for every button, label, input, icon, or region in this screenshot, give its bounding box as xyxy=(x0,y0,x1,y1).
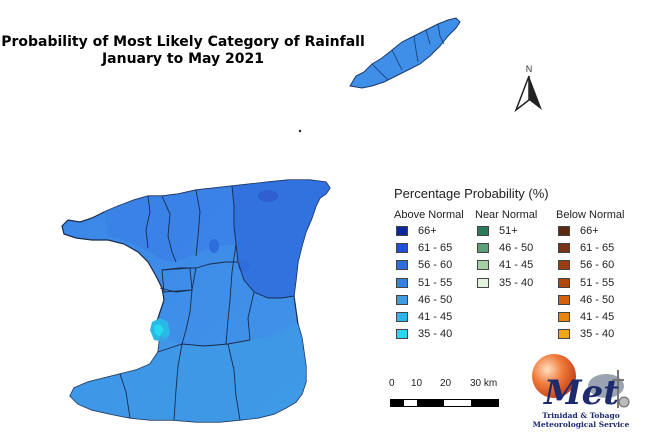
legend-item-below: 41 - 45 xyxy=(558,311,614,323)
map-title-line1: Probability of Most Likely Category of R… xyxy=(1,34,365,50)
legend-label: 61 - 65 xyxy=(418,242,453,255)
legend-item-near: 51+ xyxy=(477,225,518,237)
legend-item-above: 51 - 55 xyxy=(396,277,452,289)
legend-item-above: 56 - 60 xyxy=(396,259,452,271)
legend-label: 51 - 55 xyxy=(418,276,453,289)
scale-tick-30: 30 km xyxy=(470,378,498,389)
logo-caption-line1: Trinidad & Tobago xyxy=(542,411,620,420)
legend-swatch xyxy=(396,329,408,340)
legend-item-above: 35 - 40 xyxy=(396,328,452,340)
north-arrow: N xyxy=(514,64,542,113)
legend-swatch xyxy=(477,226,489,236)
legend-swatch xyxy=(558,226,570,236)
legend-swatch xyxy=(396,294,408,305)
legend-item-above: 66+ xyxy=(396,225,437,237)
legend-label: 41 - 45 xyxy=(580,311,615,323)
scale-tick-20: 20 xyxy=(440,378,452,389)
legend-swatch xyxy=(558,277,570,288)
scale-bar xyxy=(390,399,499,407)
legend-title: Percentage Probability (%) xyxy=(394,186,549,201)
map-title: Probability of Most Likely Category of R… xyxy=(0,34,366,68)
legend-swatch xyxy=(477,277,489,288)
logo-caption-line2: Meteorological Service xyxy=(532,420,630,429)
legend-item-near: 41 - 45 xyxy=(477,259,533,271)
legend-label: 61 - 65 xyxy=(580,242,615,255)
scale-tick-0: 0 xyxy=(389,378,395,389)
legend-item-near: 35 - 40 xyxy=(477,277,533,289)
trinidad-island xyxy=(61,179,331,423)
legend-swatch xyxy=(396,260,408,271)
legend-label: 66+ xyxy=(418,225,437,237)
legend-swatch xyxy=(396,226,408,236)
legend-label: 51 - 55 xyxy=(580,276,615,289)
legend-swatch xyxy=(396,243,408,254)
legend-heading-above: Above Normal xyxy=(394,209,464,221)
scale-labels: 0 10 20 30 km xyxy=(386,378,506,390)
legend-item-above: 46 - 50 xyxy=(396,294,452,306)
legend-item-below: 66+ xyxy=(558,225,599,237)
islet-dot xyxy=(298,129,302,133)
legend-label: 46 - 50 xyxy=(499,242,534,255)
legend-swatch xyxy=(558,243,570,254)
legend-swatch xyxy=(477,243,489,254)
legend-item-below: 51 - 55 xyxy=(558,277,614,289)
map-title-line2: January to May 2021 xyxy=(101,51,265,67)
legend-item-above: 61 - 65 xyxy=(396,242,452,254)
legend-item-below: 56 - 60 xyxy=(558,259,614,271)
legend-item-below: 35 - 40 xyxy=(558,328,614,340)
legend-label: 46 - 50 xyxy=(418,293,453,306)
scale-tick-10: 10 xyxy=(411,378,423,389)
legend-label: 51+ xyxy=(499,225,518,237)
legend-swatch xyxy=(558,329,570,340)
legend-label: 35 - 40 xyxy=(580,328,615,341)
legend-label: 66+ xyxy=(580,225,599,237)
legend-swatch xyxy=(558,294,570,305)
legend-heading-near: Near Normal xyxy=(475,209,538,221)
legend-item-near: 46 - 50 xyxy=(477,242,533,254)
svg-text:Met: Met xyxy=(543,373,619,413)
legend-label: 46 - 50 xyxy=(580,293,615,306)
legend-swatch xyxy=(396,312,408,322)
legend-swatch xyxy=(558,260,570,271)
legend-swatch xyxy=(396,277,408,288)
legend-label: 56 - 60 xyxy=(418,259,453,272)
legend-label: 41 - 45 xyxy=(418,311,453,323)
north-arrow-label: N xyxy=(526,64,533,74)
legend-label: 56 - 60 xyxy=(580,259,615,272)
legend-item-below: 61 - 65 xyxy=(558,242,614,254)
legend-label: 35 - 40 xyxy=(499,276,534,289)
met-service-logo: Met xyxy=(532,354,630,413)
logo-caption: Trinidad & Tobago Meteorological Service xyxy=(520,411,642,429)
tobago-island xyxy=(349,17,461,89)
legend-item-below: 46 - 50 xyxy=(558,294,614,306)
legend-heading-below: Below Normal xyxy=(556,209,625,221)
legend-swatch xyxy=(477,260,489,271)
legend-label: 41 - 45 xyxy=(499,259,534,272)
legend-label: 35 - 40 xyxy=(418,328,453,341)
legend-item-above: 41 - 45 xyxy=(396,311,452,323)
legend-swatch xyxy=(558,312,570,322)
